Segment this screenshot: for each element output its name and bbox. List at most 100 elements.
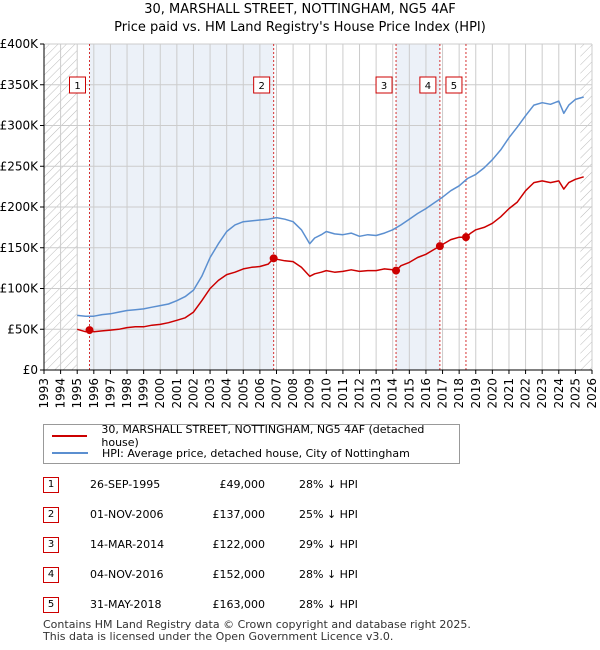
legend-label-hpi: HPI: Average price, detached house, City… <box>102 446 410 460</box>
x-tick-label: 2009 <box>303 378 317 409</box>
x-tick-label: 2015 <box>402 378 416 409</box>
y-tick-label: £400K <box>0 37 39 51</box>
x-tick-label: 2010 <box>319 378 333 409</box>
sale-marker-label: 3 <box>375 76 393 94</box>
sale-date: 04-NOV-2016 <box>90 568 164 581</box>
sale-row: 3 14-MAR-2014 £122,000 29% ↓ HPI <box>43 536 443 554</box>
y-tick-label: £250K <box>0 159 39 173</box>
sale-price: £163,000 <box>212 598 266 611</box>
y-tick-label: £0 <box>23 363 38 377</box>
sale-marker-number: 5 <box>451 81 457 92</box>
x-tick-label: 1993 <box>37 378 51 409</box>
sale-hpi-diff: 28% ↓ HPI <box>299 598 358 611</box>
sale-number-badge: 4 <box>43 567 59 583</box>
sale-date: 14-MAR-2014 <box>90 538 165 551</box>
x-tick-label: 1996 <box>87 378 101 409</box>
footer-line-copyright: Contains HM Land Registry data © Crown c… <box>43 618 471 631</box>
sale-marker-box <box>375 76 393 94</box>
sale-date: 01-NOV-2006 <box>90 508 164 521</box>
x-tick-label: 1999 <box>137 378 151 409</box>
sale-hpi-diff: 29% ↓ HPI <box>299 538 358 551</box>
y-tick-label: £300K <box>0 119 39 133</box>
sale-hpi-diff: 28% ↓ HPI <box>299 478 358 491</box>
x-tick-label: 2020 <box>485 378 499 409</box>
legend-line-property <box>52 435 88 437</box>
sale-marker-number: 4 <box>425 81 431 92</box>
x-tick-label: 2019 <box>469 378 483 409</box>
x-tick-label: 2006 <box>253 378 267 409</box>
sale-marker-box <box>69 76 87 94</box>
x-tick-label: 2022 <box>519 378 533 409</box>
sale-marker-number: 1 <box>74 81 80 92</box>
sale-marker-box <box>419 76 437 94</box>
series-hpi-line <box>77 96 584 317</box>
x-tick-label: 1998 <box>120 378 134 409</box>
chart-title: 30, MARSHALL STREET, NOTTINGHAM, NG5 4AF <box>144 2 456 17</box>
sale-marker-box <box>445 76 463 94</box>
x-tick-label: 2004 <box>220 378 234 409</box>
x-tick-label: 2023 <box>535 378 549 409</box>
legend-label-property: 30, MARSHALL STREET, NOTTINGHAM, NG5 4AF… <box>101 423 425 449</box>
y-tick-label: £200K <box>0 200 39 214</box>
sale-date: 31-MAY-2018 <box>90 598 162 611</box>
x-tick-label: 1994 <box>54 378 68 409</box>
x-tick-label: 2017 <box>436 378 450 409</box>
x-tick-label: 1995 <box>70 378 84 409</box>
x-tick-label: 2005 <box>236 378 250 409</box>
y-tick-label: £50K <box>7 322 39 336</box>
sale-row: 5 31-MAY-2018 £163,000 28% ↓ HPI <box>43 596 443 614</box>
sale-marker-number: 2 <box>258 81 264 92</box>
x-tick-label: 2018 <box>452 378 466 409</box>
sale-marker-label: 1 <box>69 76 87 94</box>
sale-price: £122,000 <box>212 538 266 551</box>
x-tick-label: 2026 <box>585 378 599 409</box>
sale-row: 4 04-NOV-2016 £152,000 28% ↓ HPI <box>43 566 443 584</box>
x-tick-label: 2003 <box>203 378 217 409</box>
x-tick-label: 2024 <box>552 378 566 409</box>
x-tick-label: 2008 <box>286 378 300 409</box>
sale-point <box>461 233 470 242</box>
sale-point <box>269 254 278 263</box>
series-property-line <box>76 176 584 333</box>
sale-row: 1 26-SEP-1995 £49,000 28% ↓ HPI <box>43 476 443 494</box>
footer-attribution: Contains HM Land Registry data © Crown c… <box>43 619 471 643</box>
x-tick-label: 2012 <box>353 378 367 409</box>
y-tick-label: £350K <box>0 78 39 92</box>
x-tick-label: 2000 <box>153 378 167 409</box>
sale-marker-label: 4 <box>419 76 437 94</box>
chart-legend: 30, MARSHALL STREET, NOTTINGHAM, NG5 4AF… <box>43 423 460 464</box>
sale-number-badge: 1 <box>43 477 59 493</box>
sale-marker-box <box>253 76 271 94</box>
sale-point <box>435 242 444 251</box>
chart-subtitle: Price paid vs. HM Land Registry's House … <box>114 20 486 35</box>
sale-row: 2 01-NOV-2006 £137,000 25% ↓ HPI <box>43 506 443 524</box>
legend-line-hpi <box>52 452 88 454</box>
x-tick-label: 2011 <box>336 378 350 409</box>
legend-item-property: 30, MARSHALL STREET, NOTTINGHAM, NG5 4AF… <box>52 423 459 449</box>
x-tick-label: 2014 <box>386 378 400 409</box>
price-chart: 1 2 3 4 5 £0 £50K £100K £150K £200K £250K £300K £35… <box>0 37 599 409</box>
x-tick-label: 2021 <box>502 378 516 409</box>
x-tick-label: 2025 <box>568 378 582 409</box>
sale-number-badge: 5 <box>43 597 59 613</box>
sale-hpi-diff: 28% ↓ HPI <box>299 568 358 581</box>
y-tick-label: £100K <box>0 282 39 296</box>
sale-hpi-diff: 25% ↓ HPI <box>299 508 358 521</box>
x-tick-label: 2002 <box>186 378 200 409</box>
sale-number-badge: 3 <box>43 537 59 553</box>
sale-point <box>392 266 401 275</box>
x-tick-label: 2007 <box>269 378 283 409</box>
x-tick-label: 2001 <box>170 378 184 409</box>
sale-date: 26-SEP-1995 <box>90 478 161 491</box>
x-tick-label: 2013 <box>369 378 383 409</box>
sale-price: £152,000 <box>212 568 266 581</box>
sale-number-badge: 2 <box>43 507 59 523</box>
x-tick-label: 1997 <box>103 378 117 409</box>
y-tick-label: £150K <box>0 241 39 255</box>
sale-price: £49,000 <box>219 478 266 491</box>
sale-marker-label: 2 <box>253 76 271 94</box>
footer-line-licence: This data is licensed under the Open Gov… <box>43 630 394 643</box>
sale-price: £137,000 <box>212 508 266 521</box>
legend-item-hpi: HPI: Average price, detached house, City… <box>52 445 410 461</box>
x-tick-label: 2016 <box>419 378 433 409</box>
